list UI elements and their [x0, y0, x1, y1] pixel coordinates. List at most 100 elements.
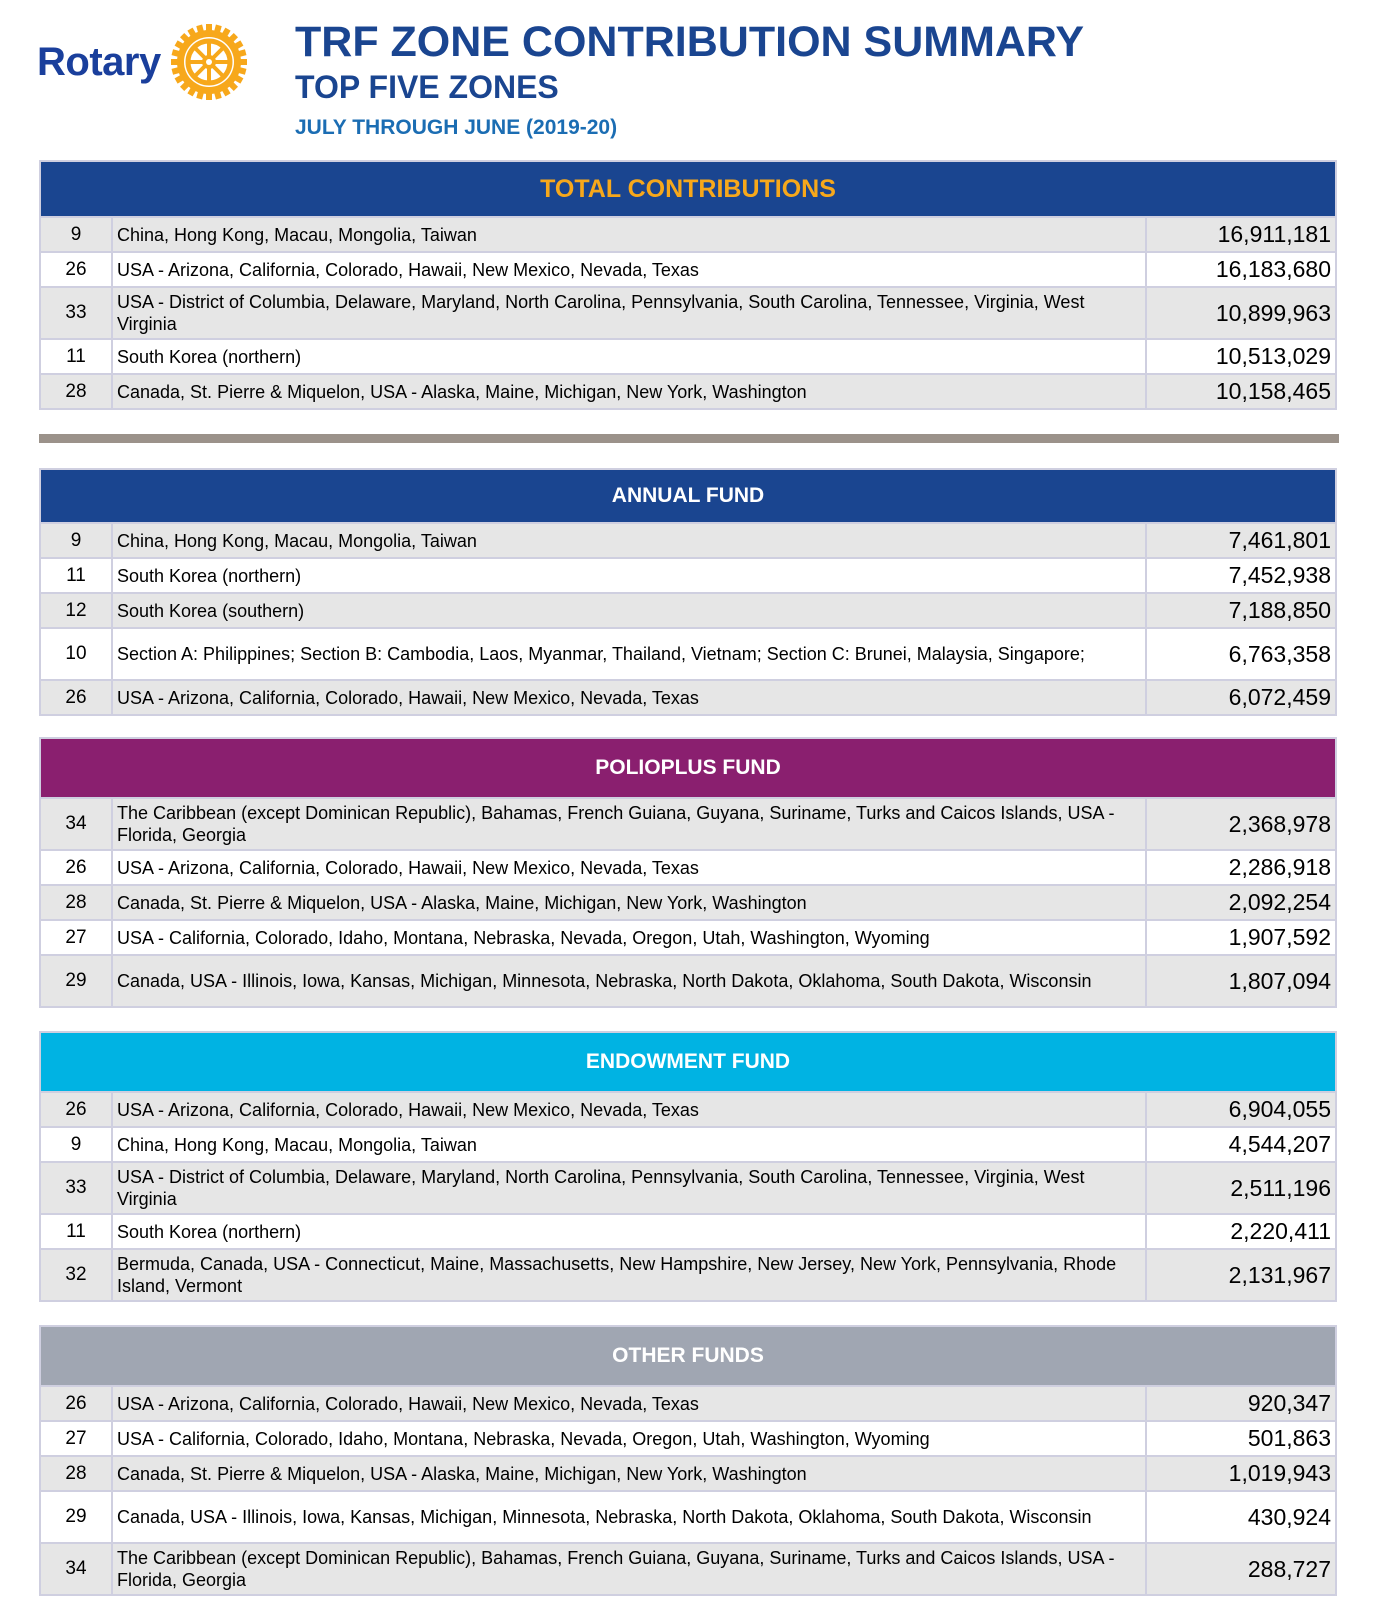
- contribution-amount: 2,368,978: [1228, 810, 1331, 837]
- table-row: 9 China, Hong Kong, Macau, Mongolia, Taiw…: [41, 216, 1335, 251]
- contribution-amount: 2,511,196: [1230, 1174, 1331, 1201]
- table-row: 26 USA - Arizona, California, Colorado, H…: [41, 1091, 1335, 1126]
- contribution-amount: 2,092,254: [1228, 889, 1331, 915]
- zone-description: South Korea (northern): [113, 340, 1147, 373]
- section-title: OTHER FUNDS: [41, 1327, 1335, 1385]
- zone-number: 27: [41, 921, 113, 954]
- table-row: 9 China, Hong Kong, Macau, Mongolia, Taiw…: [41, 522, 1335, 557]
- zone-description: USA - Arizona, California, Colorado, Haw…: [113, 681, 1147, 714]
- zone-description: Canada, St. Pierre & Miquelon, USA - Ala…: [113, 375, 1147, 408]
- contribution-amount: 7,452,938: [1228, 562, 1331, 588]
- zone-number: 26: [41, 681, 113, 714]
- zone-number: 33: [41, 1163, 113, 1213]
- contribution-amount: 1,807,094: [1228, 967, 1331, 994]
- zone-number: 11: [41, 1215, 113, 1248]
- table-row: 11 South Korea (northern) 2,220,411: [41, 1213, 1335, 1248]
- polioplus-fund-table: POLIOPLUS FUND 34 The Caribbean (except Do…: [39, 737, 1337, 1008]
- contribution-amount: 1,019,943: [1228, 1460, 1331, 1486]
- report-subtitle: TOP FIVE ZONES: [295, 69, 559, 105]
- zone-description: USA - District of Columbia, Delaware, Ma…: [113, 1163, 1147, 1213]
- contribution-amount: 501,863: [1247, 1425, 1331, 1451]
- zone-number: 34: [41, 1544, 113, 1594]
- table-row: 26 USA - Arizona, California, Colorado, H…: [41, 251, 1335, 286]
- contribution-amount: 16,183,680: [1215, 256, 1331, 282]
- contribution-amount: 2,131,967: [1228, 1261, 1331, 1288]
- zone-description: USA - California, Colorado, Idaho, Monta…: [113, 921, 1147, 954]
- contribution-amount: 10,158,465: [1215, 378, 1331, 404]
- table-row: 29 Canada, USA - Illinois, Iowa, Kansas, …: [41, 954, 1335, 1006]
- contribution-amount: 6,072,459: [1228, 684, 1331, 710]
- zone-number: 10: [41, 629, 113, 679]
- zone-number: 33: [41, 288, 113, 338]
- zone-number: 27: [41, 1422, 113, 1455]
- contribution-amount: 7,461,801: [1228, 527, 1331, 553]
- logo-text: Rotary: [37, 39, 161, 84]
- contribution-amount: 16,911,181: [1217, 221, 1331, 247]
- zone-description: Bermuda, Canada, USA - Connecticut, Main…: [113, 1250, 1147, 1300]
- table-row: 10 Section A: Philippines; Section B: Cam…: [41, 627, 1335, 679]
- other-funds-table: OTHER FUNDS 26 USA - Arizona, California, …: [39, 1325, 1337, 1596]
- zone-number: 34: [41, 799, 113, 849]
- zone-description: Canada, St. Pierre & Miquelon, USA - Ala…: [113, 1457, 1147, 1490]
- table-row: 29 Canada, USA - Illinois, Iowa, Kansas, …: [41, 1490, 1335, 1542]
- report-title: TRF ZONE CONTRIBUTION SUMMARY: [295, 18, 1085, 66]
- zone-number: 9: [41, 218, 113, 251]
- zone-number: 26: [41, 851, 113, 884]
- zone-description: Section A: Philippines; Section B: Cambo…: [113, 629, 1147, 679]
- zone-description: The Caribbean (except Dominican Republic…: [113, 799, 1147, 849]
- table-row: 12 South Korea (southern) 7,188,850: [41, 592, 1335, 627]
- table-row: 28 Canada, St. Pierre & Miquelon, USA - A…: [41, 1455, 1335, 1490]
- annual-fund-table: ANNUAL FUND 9 China, Hong Kong, Macau, Mon…: [39, 468, 1337, 716]
- zone-description: USA - Arizona, California, Colorado, Haw…: [113, 851, 1147, 884]
- table-row: 11 South Korea (northern) 10,513,029: [41, 338, 1335, 373]
- report-period: JULY THROUGH JUNE (2019-20): [295, 116, 618, 139]
- zone-description: South Korea (northern): [113, 1215, 1147, 1248]
- contribution-amount: 4,544,207: [1228, 1131, 1331, 1157]
- contribution-amount: 10,899,963: [1215, 299, 1331, 326]
- contribution-amount: 10,513,029: [1215, 343, 1331, 369]
- table-row: 34 The Caribbean (except Dominican Republ…: [41, 797, 1335, 849]
- zone-number: 28: [41, 886, 113, 919]
- zone-description: China, Hong Kong, Macau, Mongolia, Taiwa…: [113, 218, 1147, 251]
- zone-number: 12: [41, 594, 113, 627]
- zone-number: 11: [41, 340, 113, 373]
- contribution-amount: 1,907,592: [1228, 924, 1331, 950]
- zone-description: The Caribbean (except Dominican Republic…: [113, 1544, 1147, 1594]
- zone-number: 28: [41, 1457, 113, 1490]
- section-title: POLIOPLUS FUND: [41, 739, 1335, 797]
- table-row: 26 USA - Arizona, California, Colorado, H…: [41, 1385, 1335, 1420]
- zone-number: 29: [41, 1492, 113, 1542]
- section-divider: [39, 434, 1339, 443]
- table-row: 9 China, Hong Kong, Macau, Mongolia, Taiw…: [41, 1126, 1335, 1161]
- zone-description: Canada, USA - Illinois, Iowa, Kansas, Mi…: [113, 956, 1147, 1006]
- zone-description: South Korea (northern): [113, 559, 1147, 592]
- section-title: ENDOWMENT FUND: [41, 1033, 1335, 1091]
- contribution-amount: 2,220,411: [1230, 1218, 1331, 1244]
- total-contributions-table: TOTAL CONTRIBUTIONS 9 China, Hong Kong, Ma…: [39, 160, 1337, 410]
- table-row: 11 South Korea (northern) 7,452,938: [41, 557, 1335, 592]
- zone-description: China, Hong Kong, Macau, Mongolia, Taiwa…: [113, 524, 1147, 557]
- table-row: 26 USA - Arizona, California, Colorado, H…: [41, 679, 1335, 714]
- contribution-amount: 430,924: [1247, 1503, 1331, 1530]
- zone-description: USA - District of Columbia, Delaware, Ma…: [113, 288, 1147, 338]
- table-row: 34 The Caribbean (except Dominican Republ…: [41, 1542, 1335, 1594]
- endowment-fund-table: ENDOWMENT FUND 26 USA - Arizona, Californi…: [39, 1031, 1337, 1302]
- zone-number: 9: [41, 524, 113, 557]
- zone-description: USA - Arizona, California, Colorado, Haw…: [113, 253, 1147, 286]
- zone-number: 11: [41, 559, 113, 592]
- zone-description: Canada, St. Pierre & Miquelon, USA - Ala…: [113, 886, 1147, 919]
- contribution-amount: 288,727: [1247, 1555, 1331, 1582]
- contribution-amount: 7,188,850: [1228, 597, 1331, 623]
- section-title: TOTAL CONTRIBUTIONS: [41, 162, 1335, 216]
- zone-description: USA - California, Colorado, Idaho, Monta…: [113, 1422, 1147, 1455]
- zone-number: 9: [41, 1128, 113, 1161]
- table-row: 28 Canada, St. Pierre & Miquelon, USA - A…: [41, 373, 1335, 408]
- rotary-wheel-icon: [170, 24, 247, 100]
- zone-description: China, Hong Kong, Macau, Mongolia, Taiwa…: [113, 1128, 1147, 1161]
- zone-number: 32: [41, 1250, 113, 1300]
- table-row: 33 USA - District of Columbia, Delaware, …: [41, 1161, 1335, 1213]
- zone-description: USA - Arizona, California, Colorado, Haw…: [113, 1387, 1147, 1420]
- contribution-amount: 6,763,358: [1228, 640, 1331, 667]
- report-header: TRF ZONE CONTRIBUTION SUMMARY TOP FIVE Z…: [295, 18, 1084, 140]
- zone-description: South Korea (southern): [113, 594, 1147, 627]
